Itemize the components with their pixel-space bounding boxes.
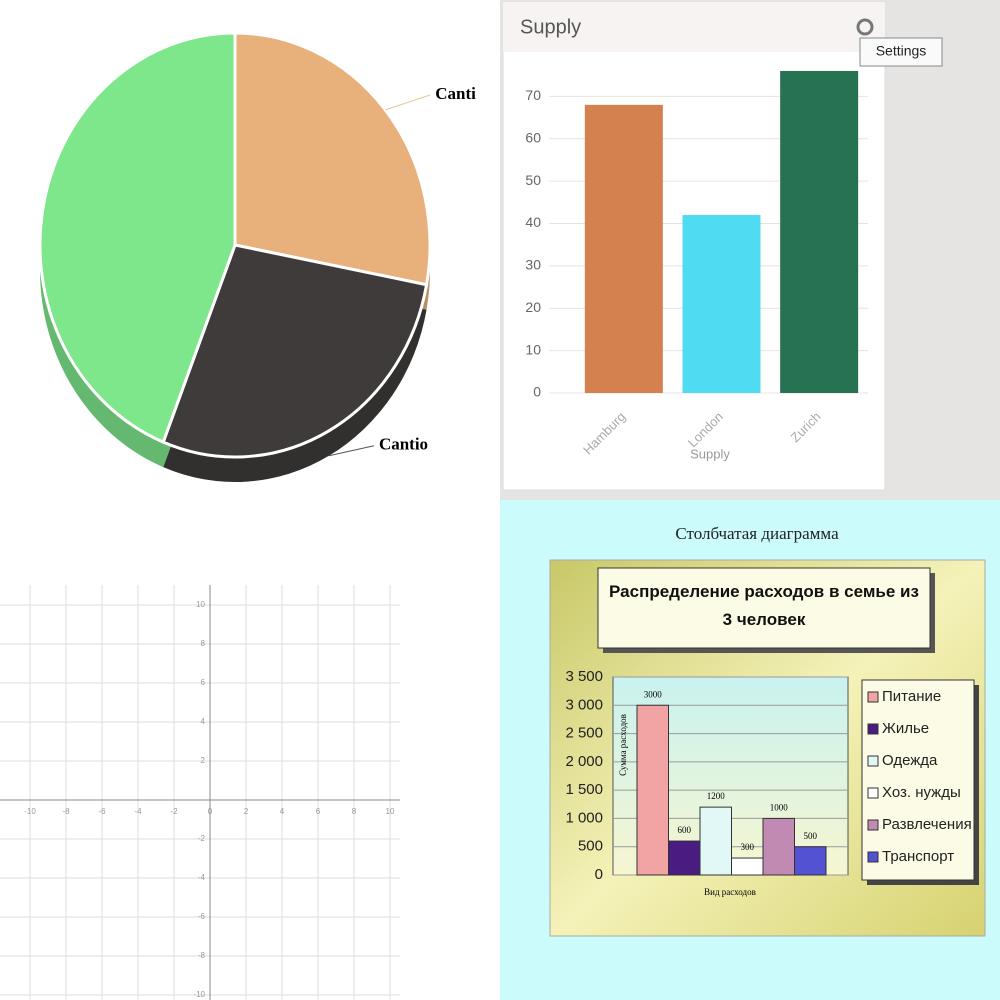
legend-swatch (867, 851, 879, 863)
y-tick-label: 30 (525, 257, 541, 273)
x-tick-label: -4 (134, 807, 142, 816)
legend-label: Хоз. нужды (882, 784, 961, 801)
y-tick-label: -6 (198, 912, 206, 921)
y-tick-label: -8 (198, 951, 206, 960)
x-tick-label: -8 (62, 807, 70, 816)
data-label: 3000 (644, 689, 663, 699)
legend-swatch (867, 787, 879, 799)
y-tick-label: 2 000 (565, 753, 603, 770)
x-tick-label: 4 (280, 807, 285, 816)
legend-label: Транспорт (882, 848, 954, 865)
bar (762, 817, 795, 876)
title-box (597, 567, 931, 649)
data-label: 600 (678, 825, 692, 835)
x-axis-label: Supply (690, 446, 730, 461)
x-tick-label: 2 (244, 807, 249, 816)
y-tick-label: 50 (525, 172, 541, 188)
legend-label: Развлечения (882, 816, 972, 833)
bar (668, 840, 701, 876)
y-tick-label: 1 500 (565, 781, 603, 798)
y-tick-label: 6 (201, 678, 206, 687)
chart-title: Распределение расходов в семье из 3 чело… (609, 582, 919, 629)
y-tick-label: 2 (201, 756, 206, 765)
bar (636, 704, 669, 876)
y-axis-label: Сумма расходов (618, 714, 628, 776)
y-tick-label: 8 (201, 639, 206, 648)
x-tick-label: -6 (98, 807, 106, 816)
pie-slice (161, 243, 429, 459)
y-tick-label: 10 (525, 341, 541, 357)
bar (794, 846, 827, 876)
x-tick-label: 8 (352, 807, 357, 816)
data-label: 1000 (770, 802, 789, 812)
y-tick-label: 10 (196, 600, 205, 609)
card-title: Supply (520, 16, 581, 38)
y-tick-label: 60 (525, 129, 541, 145)
pie-slice (38, 31, 237, 445)
y-tick-label: 4 (201, 717, 206, 726)
x-tick-label: 6 (316, 807, 321, 816)
legend-swatch (867, 691, 879, 703)
pie-label: Cantio (379, 435, 428, 454)
card-header (503, 2, 885, 52)
data-label: 1200 (707, 791, 726, 801)
y-tick-label: 0 (595, 866, 603, 883)
y-tick-label: 1 000 (565, 809, 603, 826)
legend (861, 679, 975, 881)
y-tick-label: 70 (525, 87, 541, 103)
bar (584, 104, 663, 393)
legend-label: Одежда (882, 752, 938, 769)
y-tick-label: -4 (198, 873, 206, 882)
y-tick-label: 500 (578, 838, 603, 855)
legend-swatch (867, 723, 879, 735)
pie-label: Canti (435, 84, 476, 103)
label-leader (385, 94, 431, 111)
tooltip (859, 37, 943, 67)
y-tick-label: 20 (525, 299, 541, 315)
page-title: Столбчатая диаграмма (675, 524, 839, 543)
label-leader (328, 445, 375, 457)
bar (699, 806, 732, 876)
y-tick-label: 3 500 (565, 668, 603, 685)
legend-label: Питание (882, 688, 941, 705)
title-wrap: Распределение расходов в семье из 3 чело… (609, 582, 919, 629)
settings-icon[interactable] (856, 18, 874, 36)
x-tick-label: 10 (386, 807, 395, 816)
legend-label: Жилье (882, 720, 929, 737)
y-tick-label: -10 (193, 990, 205, 999)
y-tick-label: 2 500 (565, 725, 603, 742)
y-tick-label: 0 (533, 384, 541, 400)
y-tick-label: 3 000 (565, 696, 603, 713)
bar (682, 215, 761, 393)
bar (731, 857, 764, 876)
tooltip-text: Settings (876, 43, 927, 59)
bar (780, 70, 859, 393)
x-axis-label: Вид расходов (704, 887, 756, 897)
data-label: 500 (804, 831, 818, 841)
y-tick-label: 40 (525, 214, 541, 230)
legend-swatch (867, 819, 879, 831)
y-tick-label: -2 (198, 834, 206, 843)
x-tick-label: -10 (24, 807, 36, 816)
data-label: 300 (741, 842, 755, 852)
x-tick-label: -2 (170, 807, 178, 816)
legend-swatch (867, 755, 879, 767)
pie-slice (233, 31, 432, 287)
